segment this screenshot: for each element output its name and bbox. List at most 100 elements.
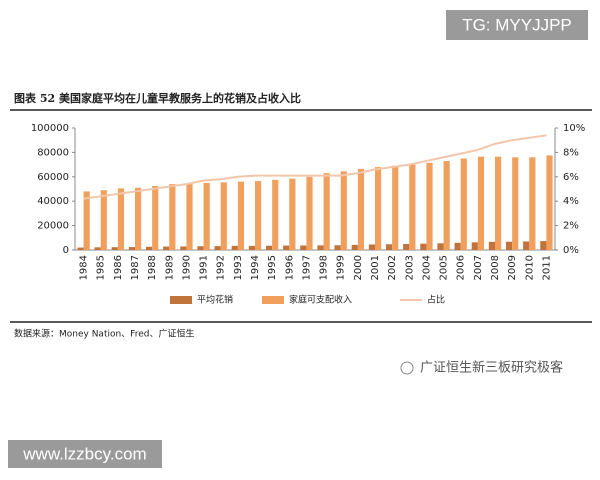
legend-marker (262, 296, 284, 304)
bar (306, 176, 313, 250)
bar (454, 242, 461, 250)
bar (231, 245, 238, 250)
x-tick-label: 2001 (370, 255, 381, 280)
bar (237, 181, 245, 250)
bar (203, 182, 210, 250)
y2-tick-label: 2% (563, 221, 579, 232)
y2-tick-label: 8% (563, 147, 579, 158)
bar (488, 241, 495, 250)
y-tick-label: 80000 (37, 147, 69, 158)
logo: 广证恒生新三板研究极客 (420, 360, 563, 376)
bar (214, 246, 221, 250)
bar (426, 162, 433, 250)
x-tick-label: 1986 (113, 255, 124, 280)
bar (529, 157, 536, 250)
bar (523, 241, 530, 250)
bar (505, 241, 513, 250)
y2-tick-label: 4% (563, 196, 579, 207)
bar (283, 245, 290, 250)
bar (512, 157, 519, 250)
watermark-box (8, 440, 162, 468)
x-tick-label: 1994 (250, 255, 261, 280)
bar (300, 245, 307, 250)
bar (437, 243, 444, 250)
y-tick-label: 40000 (37, 196, 69, 207)
bar (460, 158, 467, 250)
x-tick-label: 1985 (96, 255, 107, 280)
x-tick-label: 2010 (524, 255, 535, 280)
bar (546, 155, 553, 250)
bar (180, 246, 187, 250)
bar (135, 187, 142, 250)
bar (471, 242, 478, 250)
bar (169, 184, 176, 250)
x-tick-label: 2005 (439, 255, 450, 280)
bar (94, 247, 101, 250)
bar (186, 184, 193, 250)
bar (403, 244, 410, 250)
x-tick-label: 1998 (319, 255, 330, 280)
x-tick-label: 2008 (490, 255, 501, 280)
x-tick-label: 1992 (216, 255, 227, 280)
bar (220, 182, 227, 250)
bar (111, 247, 118, 250)
bar (83, 191, 90, 250)
watermark-box (446, 10, 588, 40)
bar (317, 245, 324, 250)
x-tick-label: 2009 (507, 255, 518, 280)
chart-title: 图表 52 美国家庭平均在儿童早教服务上的花销及占收入比 (14, 91, 301, 105)
line (83, 134, 547, 200)
bar (340, 171, 347, 250)
bar (152, 185, 159, 250)
x-tick-label: 1989 (164, 255, 175, 280)
y-tick-label: 20000 (37, 221, 69, 232)
x-tick-label: 1991 (199, 255, 210, 280)
x-tick-label: 2006 (456, 255, 467, 280)
x-tick-label: 1997 (301, 255, 312, 280)
source: 数据来源：Money Nation、Fred、广证恒生 (14, 328, 194, 340)
y-tick-label: 100000 (31, 123, 69, 134)
x-tick-label: 2003 (404, 255, 415, 280)
x-tick-label: 2004 (421, 255, 432, 280)
bar (265, 245, 273, 250)
bar (443, 160, 450, 250)
bar (197, 246, 204, 250)
y-tick-label: 60000 (37, 172, 69, 183)
bar (351, 244, 358, 250)
x-tick-label: 2011 (541, 255, 552, 280)
y2-tick-label: 10% (563, 123, 585, 134)
legend-label: 占比 (427, 294, 445, 306)
y-tick-label: 0 (63, 245, 69, 256)
x-tick-label: 1990 (181, 255, 192, 280)
bar (392, 165, 399, 250)
bar (477, 156, 485, 250)
watermark: www.lzzbcy.com (22, 444, 146, 463)
x-tick-label: 2000 (353, 255, 364, 280)
x-tick-label: 1999 (336, 255, 347, 280)
bar (255, 181, 262, 250)
bar (77, 247, 84, 250)
bar (420, 243, 427, 250)
x-tick-label: 1996 (284, 255, 295, 280)
bar (385, 244, 393, 250)
watermark: TG: MYYJJPP (462, 15, 572, 34)
bar (128, 247, 135, 250)
y2-tick-label: 6% (563, 172, 579, 183)
bar (145, 246, 153, 250)
bar (289, 178, 296, 250)
bar (117, 188, 125, 250)
bar (375, 167, 382, 250)
bar (323, 173, 330, 250)
legend-label: 家庭可支配收入 (289, 294, 352, 306)
y2-tick-label: 0% (563, 245, 579, 256)
x-tick-label: 2007 (473, 255, 484, 280)
bar (495, 156, 502, 250)
x-tick-label: 1988 (147, 255, 158, 280)
x-tick-label: 1984 (79, 255, 90, 280)
bar (248, 245, 255, 250)
bar (368, 244, 375, 250)
bar (334, 245, 341, 250)
bar (163, 246, 170, 250)
x-tick-label: 1995 (267, 255, 278, 280)
